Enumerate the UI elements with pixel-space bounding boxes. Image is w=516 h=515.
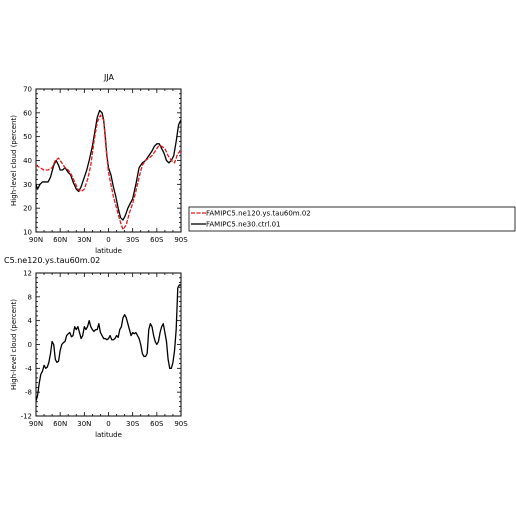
plot-frame bbox=[35, 272, 182, 417]
x-tick-label: 90S bbox=[174, 236, 188, 244]
y-tick-label: -8 bbox=[25, 389, 32, 397]
y-axis-label: High-level cloud (percent) bbox=[10, 299, 18, 390]
x-tick-label: 0 bbox=[106, 420, 110, 428]
legend-label: FAMIPC5.ne120.ys.tau60m.02 bbox=[206, 210, 311, 218]
x-tick-label: 60N bbox=[53, 236, 67, 244]
y-tick-label: 20 bbox=[23, 205, 32, 213]
x-tick-label: 90N bbox=[29, 236, 43, 244]
series-line-famipc5-ne30-ctrl-01 bbox=[36, 109, 181, 221]
panel-top-line-chart: JJA 90N 60N 30N 0 30S 60S 90S 10 20 30 40 50 60 70 lati… bbox=[10, 73, 188, 255]
y-tick-label: 50 bbox=[23, 133, 32, 141]
series-line-difference bbox=[36, 284, 181, 402]
chart-title: C5.ne120.ys.tau60m.02 bbox=[4, 256, 100, 265]
x-tick-label: 0 bbox=[106, 236, 110, 244]
series-line-famipc5-ne120-ys-tau60m-02 bbox=[36, 114, 181, 231]
x-axis-label: latitude bbox=[95, 431, 122, 439]
x-axis-label: latitude bbox=[95, 247, 122, 255]
x-tick-label: 60S bbox=[150, 236, 164, 244]
y-tick-label: 70 bbox=[23, 86, 32, 94]
y-tick-label: 0 bbox=[28, 341, 32, 349]
x-tick-label: 30N bbox=[77, 236, 91, 244]
y-tick-label: 10 bbox=[23, 229, 32, 237]
plot-frame bbox=[35, 88, 182, 233]
x-tick-label: 60N bbox=[53, 420, 67, 428]
x-tick-label: 30S bbox=[126, 420, 140, 428]
x-tick-label: 60S bbox=[150, 420, 164, 428]
x-tick-label: 90S bbox=[174, 420, 188, 428]
y-axis-label: High-level cloud (percent) bbox=[10, 115, 18, 206]
legend-label: FAMIPC5.ne30.ctrl.01 bbox=[206, 221, 281, 229]
legend-box bbox=[188, 206, 516, 232]
y-tick-label: 12 bbox=[23, 270, 32, 278]
y-tick-label: 8 bbox=[28, 293, 32, 301]
y-tick-label: 30 bbox=[23, 181, 32, 189]
x-tick-label: 30S bbox=[126, 236, 140, 244]
x-tick-label: 90N bbox=[29, 420, 43, 428]
y-tick-label: 40 bbox=[23, 157, 32, 165]
y-tick-label: 60 bbox=[23, 109, 32, 117]
chart-title: JJA bbox=[103, 73, 115, 82]
y-tick-label: 4 bbox=[28, 317, 33, 325]
legend: FAMIPC5.ne120.ys.tau60m.02 FAMIPC5.ne30.c… bbox=[188, 206, 516, 232]
panel-bottom-difference-chart: C5.ne120.ys.tau60m.02 90N 60N 30N 0 30S 60S 90S… bbox=[4, 256, 188, 439]
y-tick-label: -12 bbox=[21, 413, 32, 421]
y-tick-label: -4 bbox=[25, 365, 33, 373]
x-tick-label: 30N bbox=[77, 420, 91, 428]
